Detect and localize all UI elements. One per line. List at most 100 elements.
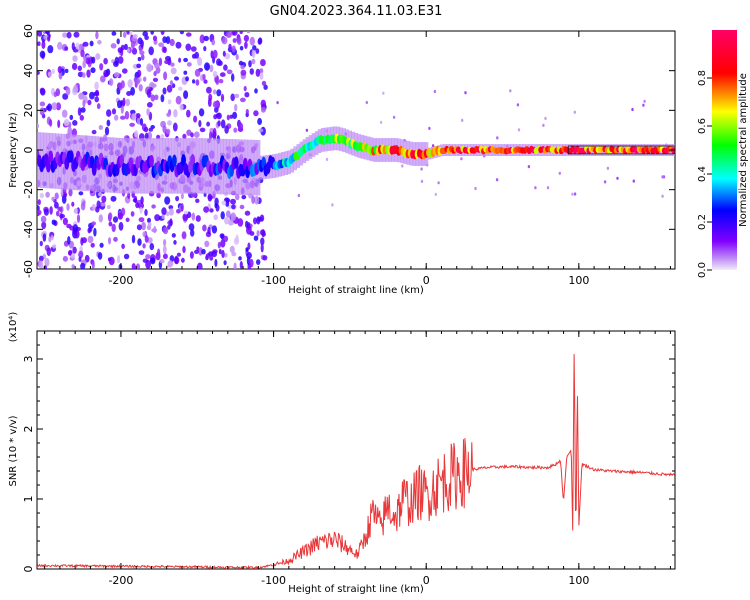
noise-speckle (297, 193, 301, 198)
noise-speckle (169, 38, 175, 47)
noise-speckle (214, 202, 218, 209)
noise-speckle (571, 192, 574, 196)
noise-speckle (229, 114, 234, 119)
noise-speckle (150, 257, 156, 265)
noise-speckle (195, 198, 200, 203)
noise-speckle (55, 102, 62, 111)
noise-speckle (166, 112, 171, 117)
y-tick-label: 1 (22, 496, 35, 503)
noise-speckle (144, 35, 149, 41)
noise-speckle (190, 192, 197, 198)
noise-speckle (203, 79, 208, 84)
noise-speckle (37, 123, 40, 129)
noise-speckle (84, 254, 90, 263)
y-tick-label: 40 (22, 64, 35, 78)
noise-speckle (140, 39, 144, 48)
noise-speckle (198, 108, 205, 117)
noise-speckle (57, 66, 62, 74)
noise-speckle (150, 83, 157, 88)
noise-speckle (39, 192, 44, 199)
noise-speckle (79, 114, 85, 121)
noise-speckle (254, 88, 258, 94)
noise-speckle (108, 221, 113, 227)
noise-speckle (93, 227, 97, 237)
noise-speckle (209, 255, 214, 261)
noise-speckle (558, 171, 561, 175)
noise-speckle (166, 84, 173, 93)
noise-speckle (80, 202, 86, 211)
noise-speckle (251, 195, 256, 204)
noise-speckle (171, 233, 176, 238)
noise-speckle (148, 127, 154, 132)
noise-speckle (206, 86, 212, 94)
noise-speckle (57, 41, 63, 51)
noise-speckle (215, 80, 219, 85)
noise-speckle (126, 48, 130, 53)
noise-speckle (241, 195, 247, 200)
noise-speckle (39, 107, 45, 116)
noise-speckle (66, 203, 70, 211)
noise-speckle (72, 224, 79, 233)
noise-speckle (231, 204, 236, 210)
noise-speckle (183, 70, 188, 75)
noise-speckle (176, 252, 181, 257)
noise-speckle (235, 53, 239, 61)
noise-speckle (139, 50, 145, 55)
noise-speckle (603, 180, 607, 184)
noise-speckle (136, 263, 140, 269)
noise-speckle (106, 109, 112, 117)
noise-speckle (152, 35, 158, 42)
noise-speckle (183, 90, 189, 99)
noise-speckle (47, 71, 53, 77)
ridge-cell (46, 160, 51, 173)
noise-speckle (72, 55, 78, 62)
noise-speckle (158, 42, 165, 47)
noise-speckle (219, 72, 226, 77)
ridge-cell (172, 154, 177, 167)
noise-speckle (186, 32, 192, 37)
noise-speckle (118, 221, 124, 231)
noise-speckle (47, 36, 51, 42)
noise-speckle (37, 70, 40, 75)
noise-speckle (135, 202, 140, 209)
noise-speckle (216, 89, 222, 97)
noise-speckle (214, 258, 218, 267)
noise-speckle (172, 122, 178, 132)
noise-speckle (62, 32, 68, 38)
colorbar-tick-label: 0.8 (697, 70, 708, 86)
noise-speckle (64, 68, 69, 74)
noise-speckle (78, 92, 85, 100)
noise-speckle (96, 103, 101, 110)
noise-speckle (261, 80, 267, 86)
noise-speckle (401, 164, 404, 168)
noise-speckle (325, 157, 329, 161)
noise-speckle (169, 218, 173, 227)
noise-speckle (52, 244, 57, 249)
noise-speckle (209, 131, 213, 140)
noise-speckle (244, 92, 250, 98)
noise-speckle (69, 114, 74, 121)
noise-speckle (224, 53, 231, 60)
noise-speckle (247, 242, 251, 250)
noise-speckle (118, 263, 123, 269)
noise-speckle (433, 89, 437, 94)
noise-speckle (230, 212, 237, 222)
noise-speckle (232, 31, 238, 36)
noise-speckle (260, 243, 264, 253)
noise-speckle (97, 252, 103, 260)
noise-speckle (207, 193, 213, 202)
noise-speckle (145, 254, 151, 260)
noise-speckle (194, 249, 199, 254)
noise-speckle (104, 126, 110, 136)
noise-speckle (606, 166, 610, 170)
colorbar-tick-label: 0.4 (697, 166, 708, 182)
noise-speckle (259, 68, 264, 74)
y-tick-label: 2 (22, 426, 35, 433)
noise-speckle (197, 262, 203, 269)
noise-speckle (41, 221, 47, 230)
noise-speckle (233, 237, 240, 245)
noise-speckle (125, 217, 130, 222)
noise-speckle (111, 31, 117, 36)
noise-speckle (39, 87, 45, 95)
noise-speckle (131, 113, 136, 121)
